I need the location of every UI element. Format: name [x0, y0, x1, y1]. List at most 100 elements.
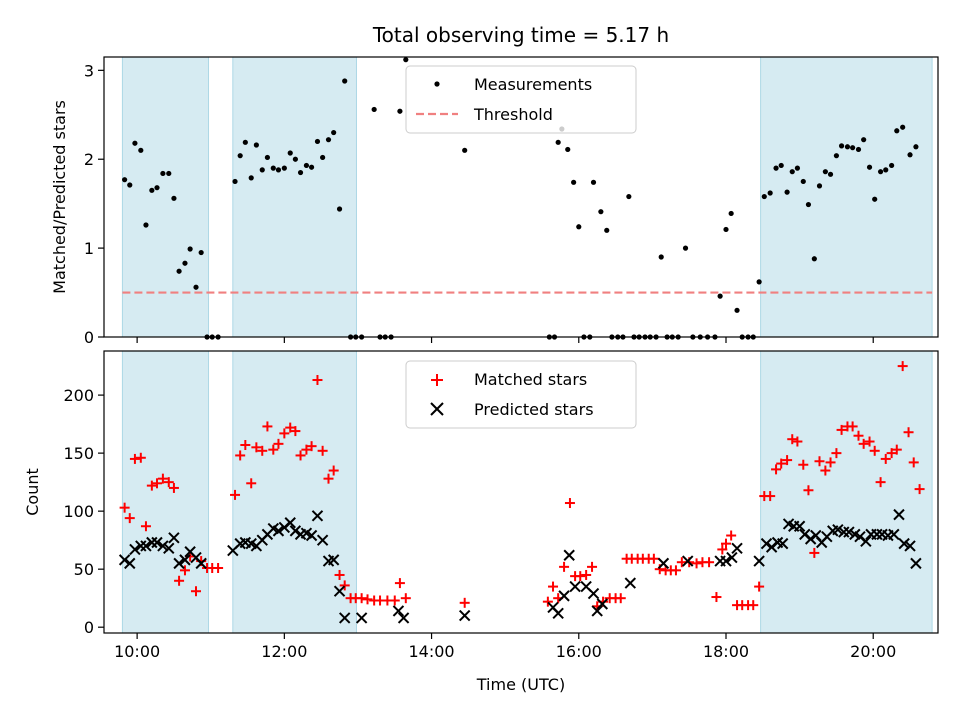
- measurement-point: [789, 169, 795, 175]
- matched-star-point: [163, 477, 174, 488]
- measurement-point: [187, 246, 193, 252]
- matched-star-point: [721, 538, 732, 549]
- measurement-point: [734, 307, 740, 313]
- matched-star-point: [251, 442, 262, 453]
- matched-star-point: [809, 547, 820, 558]
- legend-measurement-marker: [434, 81, 440, 87]
- measurement-point: [761, 193, 767, 200]
- predicted-star-point: [760, 537, 773, 550]
- predicted-star-point: [124, 557, 136, 570]
- matched-star-point: [771, 464, 782, 475]
- matched-star-point: [268, 444, 279, 455]
- predicted-star-point: [140, 540, 152, 552]
- matched-star-point: [670, 565, 681, 576]
- top-axes-frame: [103, 56, 939, 338]
- matched-star-point: [168, 482, 179, 493]
- top-y-axis-label: Matched/Predicted stars: [50, 100, 69, 294]
- matched-star-point: [864, 436, 875, 447]
- measurement-point: [838, 143, 845, 149]
- predicted-star-point: [289, 525, 302, 537]
- measurement-point: [778, 162, 784, 169]
- measurement-point: [773, 165, 779, 171]
- matched-star-point: [174, 575, 185, 586]
- top-legend: Measurements Threshold: [405, 65, 637, 134]
- y-tick-label: 100: [63, 502, 94, 521]
- predicted-star-point: [843, 526, 855, 538]
- measurement-point: [281, 165, 287, 171]
- measurement-point: [154, 185, 160, 191]
- matched-star-point: [400, 593, 411, 604]
- predicted-star-point: [888, 528, 900, 541]
- predicted-star-point: [305, 529, 318, 542]
- top-x-ticks: [136, 337, 874, 343]
- top-panel: 0 1 2 3 Matched/Predicted stars Measurement…: [50, 56, 939, 347]
- measurement-point: [717, 293, 723, 299]
- matched-star-point: [542, 596, 553, 607]
- measurement-point: [850, 145, 856, 151]
- predicted-star-point: [458, 609, 471, 622]
- predicted-star-point: [591, 605, 603, 617]
- matched-star-point: [717, 544, 728, 555]
- predicted-star-point: [311, 510, 324, 522]
- matched-star-point: [891, 444, 902, 455]
- predicted-star-point: [682, 555, 694, 567]
- predicted-star-point: [392, 605, 405, 617]
- shaded-interval: [760, 56, 933, 338]
- matched-star-point: [339, 580, 350, 591]
- matched-star-point: [151, 478, 162, 489]
- y-tick-label: 1: [84, 239, 94, 258]
- measurement-point: [182, 260, 188, 266]
- measurement-point: [403, 57, 409, 63]
- matched-star-point: [875, 477, 886, 488]
- matched-star-point: [213, 563, 224, 574]
- matched-star-point: [559, 561, 570, 572]
- legend-predicted-label: Predicted stars: [474, 400, 594, 419]
- matched-star-point: [362, 594, 373, 605]
- x-tick-label: 10:00: [114, 642, 160, 661]
- matched-star-point: [836, 424, 847, 435]
- matched-star-point: [711, 592, 722, 603]
- matched-star-point: [820, 465, 831, 476]
- measurement-point: [132, 140, 138, 146]
- predicted-star-point: [871, 528, 883, 541]
- measurement-point: [325, 137, 332, 143]
- y-tick-label: 0: [84, 618, 94, 637]
- matched-star-point: [798, 459, 809, 470]
- matched-star-point: [914, 484, 925, 495]
- matched-star-point: [306, 441, 317, 452]
- measurement-point: [259, 167, 265, 173]
- measurement-point: [598, 209, 604, 215]
- measurement-point: [122, 177, 128, 183]
- legend-threshold-label: Threshold: [473, 105, 553, 124]
- matched-star-point: [869, 445, 880, 456]
- bottom-legend-box: [405, 360, 637, 429]
- matched-star-point: [903, 427, 914, 438]
- measurement-point: [292, 156, 298, 162]
- matched-star-point: [581, 569, 592, 580]
- measurement-point: [756, 279, 762, 285]
- measurement-point: [658, 254, 664, 260]
- x-axis-label: Time (UTC): [476, 675, 565, 694]
- shaded-interval: [232, 56, 357, 338]
- predicted-star-point: [397, 612, 410, 624]
- predicted-star-point: [898, 537, 910, 550]
- predicted-star-point: [776, 537, 789, 550]
- predicted-star-point: [720, 555, 732, 567]
- matched-star-point: [787, 434, 798, 445]
- predicted-star-point: [596, 598, 609, 610]
- matched-star-point: [908, 457, 919, 468]
- legend-predicted-marker: [430, 402, 444, 416]
- predicted-star-point: [327, 554, 340, 566]
- measurement-point: [270, 165, 276, 171]
- shaded-interval: [121, 56, 210, 338]
- measurement-point: [198, 249, 204, 256]
- predicted-star-point: [860, 535, 872, 548]
- matched-star-point: [803, 485, 814, 496]
- measurement-point: [571, 179, 577, 185]
- predicted-star-point: [316, 534, 329, 546]
- measurement-point: [242, 139, 248, 145]
- matched-star-point: [328, 465, 339, 476]
- measurement-point: [794, 165, 801, 171]
- measurement-point: [833, 153, 840, 159]
- x-tick-label: 20:00: [850, 642, 896, 661]
